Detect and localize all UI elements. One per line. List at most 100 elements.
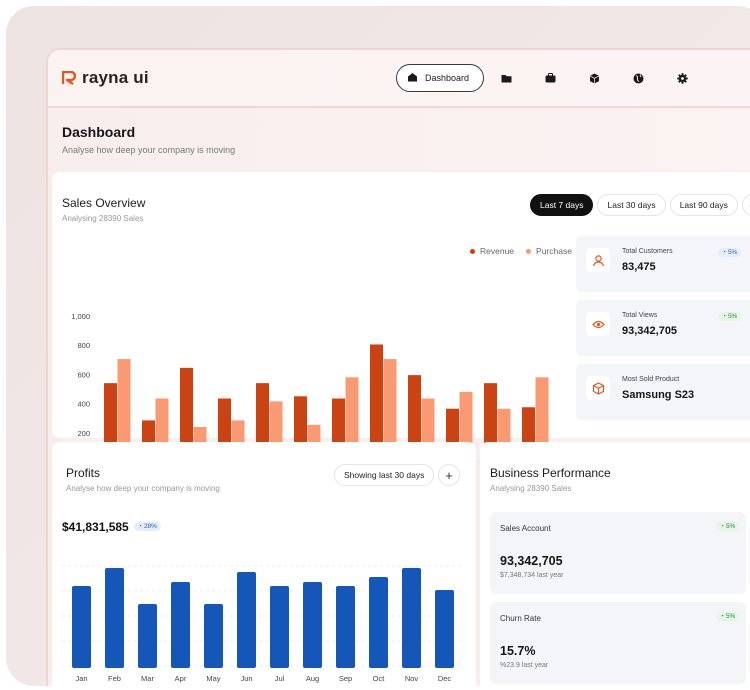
profits-range-dropdown[interactable]: Showing last 30 days <box>334 464 435 486</box>
stat-label: Most Sold Product <box>622 376 680 383</box>
metric-value: 93,342,705 <box>500 554 563 568</box>
y-tick-label: 1,000 <box>71 312 90 321</box>
briefcase-icon[interactable] <box>528 64 572 92</box>
metric-badge: ◔ 5% <box>716 522 740 531</box>
bar-purchase <box>535 377 549 462</box>
eye-icon <box>586 312 610 336</box>
page-title: Dashboard <box>62 124 136 140</box>
stat-badge: ◔ 5% <box>718 248 742 257</box>
profits-subtitle: Analyse how deep your company is moving <box>66 484 220 493</box>
trend-icon: ◔ <box>138 523 142 530</box>
profits-total: $41,831,585 <box>62 520 129 534</box>
legend-purchase: Purchase <box>526 246 572 256</box>
home-icon <box>407 72 418 84</box>
bar-profit <box>435 590 454 668</box>
profits-title: Profits <box>66 466 101 480</box>
globe-icon[interactable] <box>616 64 660 92</box>
logo-mark-icon <box>62 71 76 85</box>
profits-bar-chart: Jan Feb Mar Apr May Jun Jul Aug Sep Oct Nov Dec <box>62 565 462 683</box>
stat-value: Samsung S23 <box>622 389 695 401</box>
profits-add-button[interactable]: + <box>438 464 460 486</box>
customers-icon <box>586 248 610 272</box>
x-tick-label: May <box>206 674 220 683</box>
bar-profit <box>105 568 124 668</box>
sales-account-card: Sales Account ◔ 5% 93,342,705 $7,348,734 … <box>490 512 746 594</box>
top-navigation: rayna ui Dashboard <box>48 50 750 108</box>
legend-revenue: Revenue <box>470 246 514 256</box>
business-title: Business Performance <box>490 466 611 480</box>
nav-dashboard-label: Dashboard <box>425 73 470 83</box>
x-tick-label: Dec <box>438 674 452 683</box>
add-range-button[interactable]: + <box>741 194 750 216</box>
bar-profit <box>72 586 91 668</box>
nav-dashboard-button[interactable]: Dashboard <box>396 64 485 92</box>
bar-purchase <box>117 359 131 462</box>
page-header: Dashboard Analyse how deep your company … <box>48 110 750 170</box>
x-tick-label: Jun <box>240 674 252 683</box>
stat-label: Total Views <box>622 312 658 319</box>
app-window: rayna ui Dashboard <box>46 48 750 686</box>
trend-icon: ◔ <box>722 249 726 256</box>
metric-badge: ◔ 5% <box>716 612 740 621</box>
stat-badge: ◔ 5% <box>718 312 742 321</box>
bar-revenue <box>180 367 193 462</box>
x-tick-label: Aug <box>306 674 319 683</box>
bar-profit <box>402 568 421 668</box>
x-tick-label: Feb <box>108 674 121 683</box>
bar-profit <box>138 604 157 668</box>
y-tick-label: 200 <box>77 429 90 438</box>
nav-bar: Dashboard <box>396 64 704 92</box>
metric-subtext: %23.9 last year <box>500 662 549 669</box>
stat-label: Total Customers <box>622 248 673 255</box>
stat-value: 83,475 <box>622 261 656 273</box>
background-frame: rayna ui Dashboard <box>6 6 750 686</box>
x-tick-label: Mar <box>141 674 154 683</box>
brand-name: rayna ui <box>82 68 149 87</box>
page-subtitle: Analyse how deep your company is moving <box>62 145 236 155</box>
range-30-days-button[interactable]: Last 30 days <box>597 194 666 216</box>
sales-overview-card: Sales Overview Analysing 28390 Sales Las… <box>52 172 750 477</box>
metric-label: Churn Rate <box>500 614 541 623</box>
x-tick-label: Nov <box>405 674 419 683</box>
bar-profit <box>270 586 289 668</box>
bar-revenue <box>370 344 383 462</box>
range-90-days-button[interactable]: Last 90 days <box>669 194 738 216</box>
gear-icon[interactable] <box>660 64 704 92</box>
x-tick-label: Apr <box>175 674 187 683</box>
profits-card: Profits Analyse how deep your company is… <box>52 442 476 686</box>
x-tick-label: Jul <box>275 674 285 683</box>
sales-legend: Revenue Purchase <box>470 246 572 256</box>
x-tick-label: Sep <box>339 674 352 683</box>
bar-revenue <box>408 375 421 462</box>
sales-title: Sales Overview <box>62 196 146 210</box>
metric-value: 15.7% <box>500 644 536 658</box>
profits-badge: ◔ 28% <box>134 522 161 531</box>
bar-purchase <box>345 377 359 462</box>
logo[interactable]: rayna ui <box>62 68 149 88</box>
range-selector: Last 7 days Last 30 days Last 90 days + <box>530 194 750 216</box>
business-performance-card: Business Performance Analysing 28390 Sal… <box>480 442 750 686</box>
box-icon <box>586 376 610 400</box>
bar-profit <box>237 572 256 668</box>
x-tick-label: Oct <box>373 674 386 683</box>
x-tick-label: Jan <box>75 674 87 683</box>
y-tick-label: 600 <box>77 370 90 379</box>
metric-subtext: $7,348,734 last year <box>500 572 564 579</box>
folder-icon[interactable] <box>484 64 528 92</box>
bar-profit <box>303 582 322 668</box>
stat-value: 93,342,705 <box>622 325 678 337</box>
business-subtitle: Analysing 28390 Sales <box>490 484 572 493</box>
y-tick-label: 400 <box>77 400 90 409</box>
trend-icon: ◔ <box>720 523 724 530</box>
bar-profit <box>369 577 388 668</box>
bar-profit <box>336 586 355 668</box>
stat-total-customers: Total Customers 83,475 ◔ 5% <box>576 236 750 292</box>
bar-purchase <box>383 359 397 462</box>
bar-profit <box>204 604 223 668</box>
trend-icon: ◔ <box>722 313 726 320</box>
cube-icon[interactable] <box>572 64 616 92</box>
churn-rate-card: Churn Rate ◔ 5% 15.7% %23.9 last year <box>490 602 746 684</box>
range-7-days-button[interactable]: Last 7 days <box>530 194 594 216</box>
trend-icon: ◔ <box>720 613 724 620</box>
stat-total-views: Total Views 93,342,705 ◔ 5% <box>576 300 750 356</box>
